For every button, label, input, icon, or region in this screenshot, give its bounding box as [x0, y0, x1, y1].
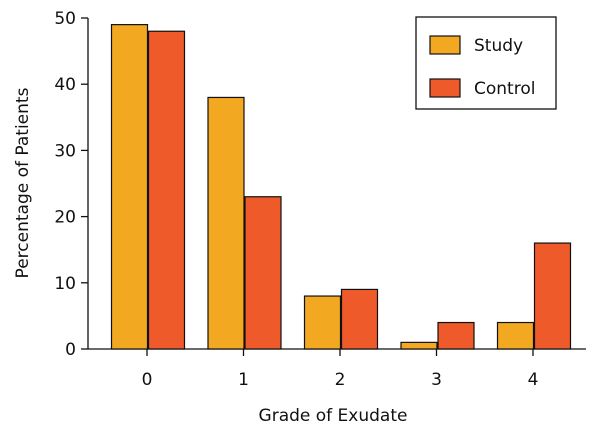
x-tick-label: 2 — [335, 370, 346, 390]
y-axis-title: Percentage of Patients — [13, 87, 33, 278]
bar-control-2 — [340, 288, 379, 350]
legend-swatch-control — [429, 78, 461, 98]
legend-label-control: Control — [474, 79, 535, 99]
x-tick-label: 4 — [528, 370, 539, 390]
x-axis-title: Grade of Exudate — [259, 406, 408, 426]
bar-study-0 — [110, 24, 149, 350]
bar-study-3 — [400, 341, 438, 350]
legend-swatch-study — [429, 35, 461, 55]
y-tick-label: 30 — [54, 141, 76, 161]
bar-study-1 — [207, 96, 245, 350]
y-tick-label: 10 — [54, 274, 76, 294]
bars — [110, 24, 572, 350]
bar-control-3 — [437, 321, 475, 350]
y-tick-label: 50 — [54, 9, 76, 29]
y-tick-label: 0 — [65, 340, 76, 360]
bar-control-4 — [533, 242, 572, 350]
x-tick-label: 3 — [431, 370, 442, 390]
y-tick-label: 40 — [54, 75, 76, 95]
x-tick-label: 0 — [142, 370, 153, 390]
bar-control-0 — [147, 30, 186, 350]
x-tick-label: 1 — [238, 370, 249, 390]
bar-study-2 — [303, 295, 342, 350]
legend: Study Control — [415, 16, 557, 110]
y-tick-label: 20 — [54, 208, 76, 228]
bar-study-4 — [496, 321, 535, 350]
bar-control-1 — [244, 196, 282, 350]
x-axis: 0 1 2 3 4 — [88, 348, 586, 390]
legend-label-study: Study — [474, 36, 523, 56]
y-axis: 0 10 20 30 40 50 — [54, 9, 89, 360]
